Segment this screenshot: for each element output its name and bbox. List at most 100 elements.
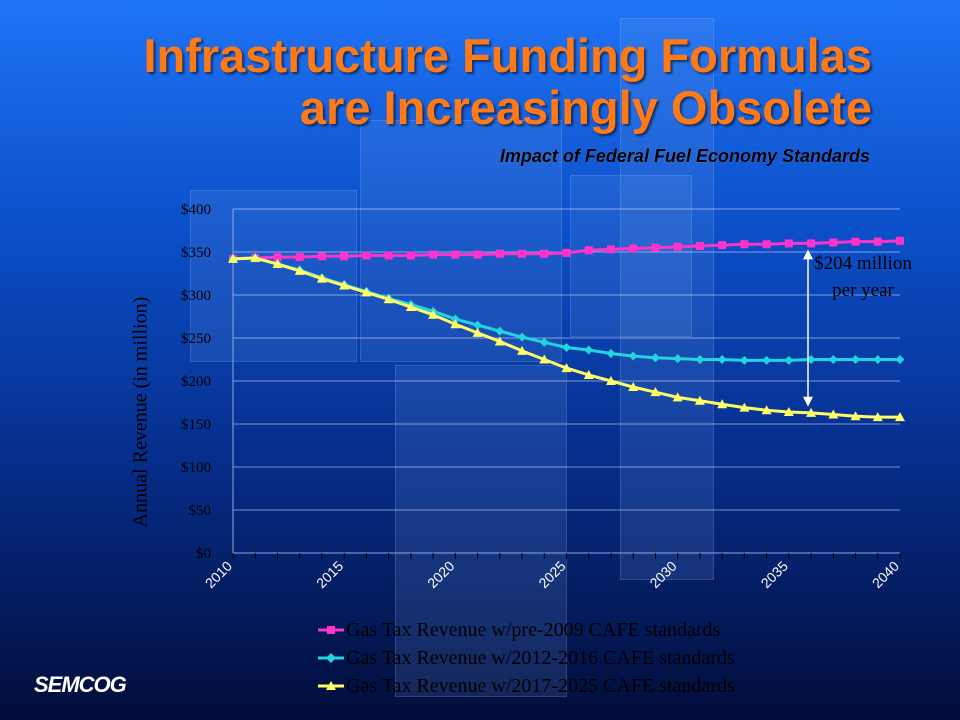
y-tick-label: $100 xyxy=(181,460,211,476)
series-point-diamond xyxy=(606,348,616,358)
x-tick-label: 2040 xyxy=(869,558,902,591)
x-tick-label: 2035 xyxy=(758,558,791,591)
series-point-triangle xyxy=(316,273,327,283)
series-point-triangle xyxy=(583,369,594,379)
series-point-triangle xyxy=(694,395,705,405)
semcog-logo: SEMCOG xyxy=(34,672,127,697)
revenue-gap-annotation: $204 million per year xyxy=(814,253,912,301)
legend-item-pre2009: Gas Tax Revenue w/pre-2009 CAFE standard… xyxy=(318,616,735,644)
series-point-triangle xyxy=(405,302,416,312)
series-point-square xyxy=(295,253,304,262)
y-tick-label: $350 xyxy=(181,245,211,261)
y-tick-label: $300 xyxy=(181,288,211,304)
series-point-diamond xyxy=(517,332,527,342)
legend-label: Gas Tax Revenue w/2017-2025 CAFE standar… xyxy=(346,674,735,697)
series-point-triangle xyxy=(850,411,861,421)
series-point-diamond xyxy=(873,355,883,364)
series-point-square xyxy=(673,242,682,251)
series-point-triangle xyxy=(783,406,794,416)
series-point-square xyxy=(362,251,371,260)
series-point-triangle xyxy=(339,280,350,290)
chart-legend: Gas Tax Revenue w/pre-2009 CAFE standard… xyxy=(318,616,735,700)
x-tick-label: 2025 xyxy=(535,558,568,591)
series-point-triangle xyxy=(383,294,394,304)
series-point-square xyxy=(629,244,638,253)
series-point-diamond xyxy=(762,355,772,365)
gap-arrow-head-top xyxy=(803,249,813,260)
legend-label: Gas Tax Revenue w/pre-2009 CAFE standard… xyxy=(346,618,721,641)
series-point-square xyxy=(784,239,793,248)
background-map-shape xyxy=(190,190,357,362)
series-point-square xyxy=(540,249,549,258)
legend-label: Gas Tax Revenue w/2012-2016 CAFE standar… xyxy=(346,646,735,669)
series-point-diamond xyxy=(895,355,905,364)
series-point-triangle xyxy=(761,405,772,415)
series-point-square xyxy=(829,238,838,247)
series-point-triangle xyxy=(294,265,305,275)
y-tick-label: $200 xyxy=(181,374,211,390)
series-point-square xyxy=(896,236,904,245)
legend-swatch-triangle xyxy=(318,681,344,690)
series-point-square xyxy=(340,252,349,261)
series-point-square xyxy=(740,240,749,249)
series-point-triangle xyxy=(895,412,905,422)
series-point-diamond xyxy=(784,355,794,365)
legend-swatch-square xyxy=(318,626,344,634)
series-point-diamond xyxy=(473,320,483,330)
series-point-triangle xyxy=(806,407,817,417)
background-map-shape xyxy=(620,18,714,580)
x-tick-label: 2020 xyxy=(424,558,457,591)
series-point-diamond xyxy=(695,355,705,364)
y-tick-label: $50 xyxy=(189,503,212,519)
x-tick-label: 2030 xyxy=(646,558,679,591)
series-point-triangle xyxy=(561,363,572,373)
series-point-diamond xyxy=(584,345,594,355)
series-point-triangle xyxy=(517,345,528,355)
series-point-triangle xyxy=(450,319,461,329)
x-tick-label: 2010 xyxy=(202,558,235,591)
background-map-shape xyxy=(395,365,567,697)
series-point-diamond xyxy=(828,355,838,364)
x-tick-label: 2015 xyxy=(313,558,346,591)
series-point-square xyxy=(518,249,527,258)
series-point-triangle xyxy=(628,382,639,392)
series-point-triangle xyxy=(539,354,550,364)
y-axis-label: Annual Revenue (in million) xyxy=(129,296,152,528)
series-point-square xyxy=(873,237,882,246)
series-point-diamond xyxy=(495,326,505,336)
series-point-diamond xyxy=(806,355,816,364)
series-point-square xyxy=(384,251,393,260)
series-point-triangle xyxy=(739,402,750,412)
series-point-square xyxy=(651,243,660,252)
legend-item-2012-2016: Gas Tax Revenue w/2012-2016 CAFE standar… xyxy=(318,644,735,672)
series-point-triangle xyxy=(872,412,883,422)
series-point-square xyxy=(451,250,460,259)
series-point-square xyxy=(606,245,615,254)
series-point-diamond xyxy=(717,355,727,364)
series-point-diamond xyxy=(739,355,749,365)
series-point-square xyxy=(584,246,593,255)
series-point-square xyxy=(495,249,504,258)
series-point-triangle xyxy=(272,259,283,269)
series-point-square xyxy=(695,241,704,250)
series-point-triangle xyxy=(650,387,661,397)
y-tick-label: $250 xyxy=(181,331,211,347)
series-point-square xyxy=(317,252,326,261)
slide-title-line-1: Infrastructure Funding Formulas xyxy=(143,29,872,82)
series-point-square xyxy=(851,237,860,246)
gap-arrow-head-bottom xyxy=(803,396,813,407)
series-point-square xyxy=(718,241,727,250)
series-point-triangle xyxy=(672,392,683,402)
series-point-square xyxy=(473,250,482,259)
series-point-square xyxy=(807,239,816,248)
series-point-diamond xyxy=(562,342,571,352)
series-point-diamond xyxy=(450,314,460,324)
series-point-diamond xyxy=(851,355,861,364)
series-point-square xyxy=(562,248,571,257)
series-point-triangle xyxy=(605,376,616,385)
series-point-triangle xyxy=(428,309,439,319)
legend-item-2017-2025: Gas Tax Revenue w/2017-2025 CAFE standar… xyxy=(318,672,735,700)
slide-title-line-2: are Increasingly Obsolete xyxy=(299,81,872,134)
series-point-diamond xyxy=(650,353,660,363)
